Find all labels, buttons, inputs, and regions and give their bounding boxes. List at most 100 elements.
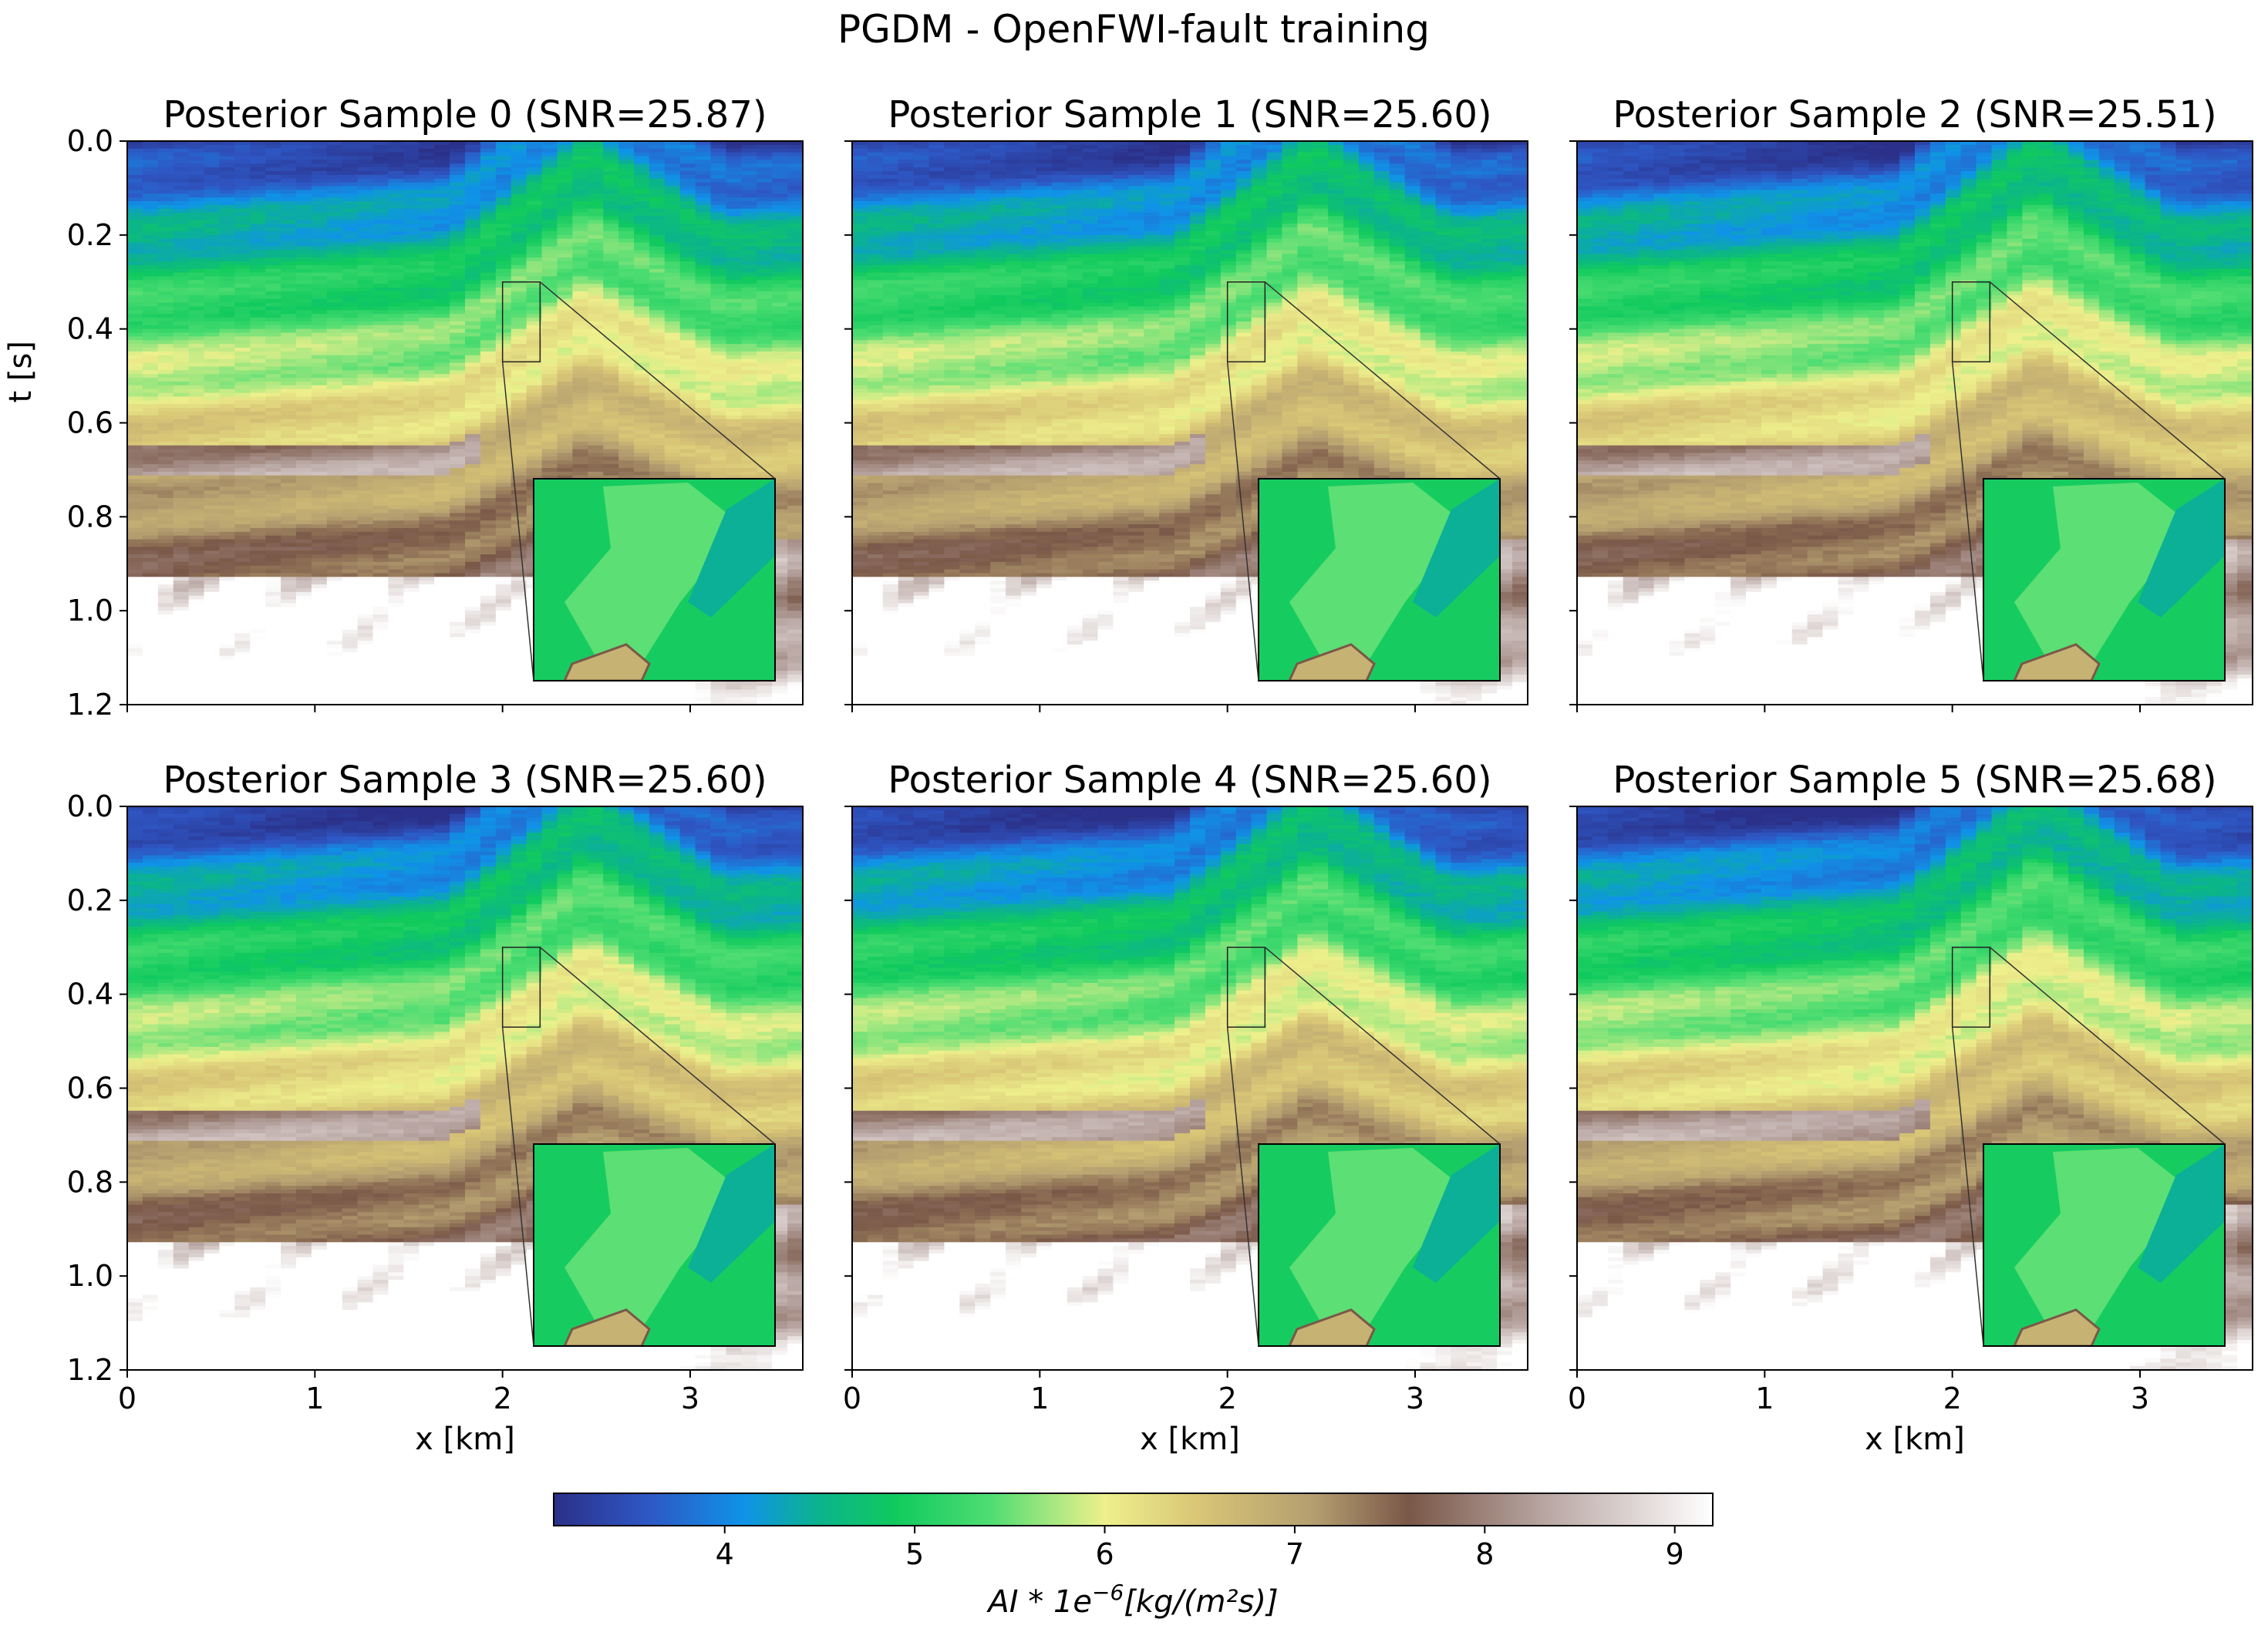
heatmap-cell (787, 396, 803, 401)
heatmap-cell (572, 284, 588, 288)
heatmap-cell (311, 362, 328, 368)
heatmap-cell (234, 501, 251, 507)
heatmap-cell (311, 141, 328, 146)
heatmap-cell (372, 197, 389, 202)
heatmap-cell (296, 497, 312, 503)
heatmap-cell (311, 531, 328, 537)
heatmap-cell (526, 426, 543, 431)
heatmap-cell (219, 152, 236, 157)
heatmap-cell (772, 366, 788, 371)
heatmap-cell (772, 156, 788, 161)
heatmap-cell (495, 426, 512, 431)
heatmap-cell (434, 408, 450, 412)
heatmap-cell (649, 170, 666, 176)
heatmap-cell (541, 227, 558, 232)
heatmap-cell (787, 332, 803, 338)
heatmap-cell (388, 332, 405, 338)
heatmap-cell (603, 298, 619, 304)
heatmap-cell (403, 246, 420, 251)
heatmap-cell (357, 325, 374, 330)
heatmap-cell (572, 298, 588, 304)
heatmap-cell (188, 404, 205, 409)
heatmap-cell (234, 298, 251, 304)
heatmap-cell (357, 471, 374, 476)
heatmap-cell (281, 430, 297, 435)
heatmap-cell (434, 182, 450, 187)
heatmap-cell (695, 328, 712, 334)
heatmap-cell (326, 261, 343, 266)
heatmap-cell (173, 378, 190, 382)
heatmap-cell (357, 208, 374, 214)
heatmap-cell (204, 408, 221, 412)
heatmap-cell (281, 144, 297, 150)
heatmap-cell (311, 336, 328, 341)
heatmap-cell (250, 314, 266, 318)
heatmap-cell (281, 517, 297, 521)
heatmap-cell (157, 490, 174, 495)
heatmap-cell (450, 234, 466, 240)
heatmap-cell (372, 328, 389, 334)
heatmap-cell (434, 389, 450, 394)
heatmap-cell (603, 264, 619, 270)
heatmap-cell (281, 336, 297, 341)
heatmap-cell (127, 351, 143, 356)
heatmap-cell (572, 242, 588, 247)
heatmap-cell (372, 494, 389, 499)
heatmap-cell (142, 314, 159, 318)
heatmap-cell (434, 220, 450, 224)
heatmap-cell (664, 284, 681, 288)
heatmap-cell (710, 370, 727, 375)
heatmap-cell (588, 294, 604, 300)
heatmap-cell (557, 306, 574, 311)
heatmap-cell (450, 378, 466, 382)
heatmap-cell (388, 306, 405, 311)
heatmap-cell (664, 257, 681, 262)
heatmap-cell (250, 535, 266, 540)
heatmap-cell (787, 348, 803, 352)
heatmap-cell (526, 261, 543, 266)
heatmap-cell (434, 486, 450, 491)
heatmap-cell (388, 362, 405, 368)
heatmap-cell (787, 234, 803, 240)
heatmap-cell (219, 302, 236, 308)
heatmap-cell (465, 220, 481, 224)
heatmap-cell (634, 408, 650, 412)
heatmap-cell (142, 257, 159, 262)
heatmap-cell (372, 268, 389, 274)
heatmap-cell (465, 483, 481, 488)
heatmap-cell (741, 160, 757, 164)
heatmap-cell (772, 351, 788, 356)
heatmap-cell (419, 178, 435, 183)
heatmap-cell (326, 456, 343, 461)
heatmap-cell (419, 212, 435, 217)
heatmap-cell (388, 445, 405, 450)
heatmap-cell (342, 565, 359, 570)
heatmap-cell (188, 321, 205, 326)
heatmap-cell (541, 321, 558, 326)
heatmap-cell (219, 565, 236, 570)
heatmap-cell (541, 430, 558, 435)
heatmap-cell (588, 404, 604, 409)
heatmap-cell (326, 190, 343, 194)
heatmap-cell (465, 167, 481, 172)
heatmap-cell (664, 197, 681, 202)
heatmap-cell (188, 264, 205, 270)
heatmap-cell (142, 445, 159, 450)
heatmap-cell (173, 464, 190, 469)
heatmap-cell (726, 261, 743, 266)
heatmap-cell (450, 505, 466, 510)
heatmap-cell (603, 385, 619, 390)
heatmap-cell (281, 220, 297, 224)
heatmap-cell (419, 467, 435, 473)
heatmap-cell (419, 415, 435, 420)
heatmap-cell (695, 163, 712, 168)
heatmap-cell (265, 306, 281, 311)
heatmap-cell (695, 467, 712, 473)
heatmap-cell (281, 340, 297, 345)
heatmap-cell (450, 254, 466, 258)
heatmap-cell (741, 246, 757, 251)
heatmap-cell (726, 163, 743, 168)
heatmap-cell (250, 453, 266, 458)
heatmap-cell (511, 490, 527, 495)
heatmap-cell (557, 344, 574, 348)
